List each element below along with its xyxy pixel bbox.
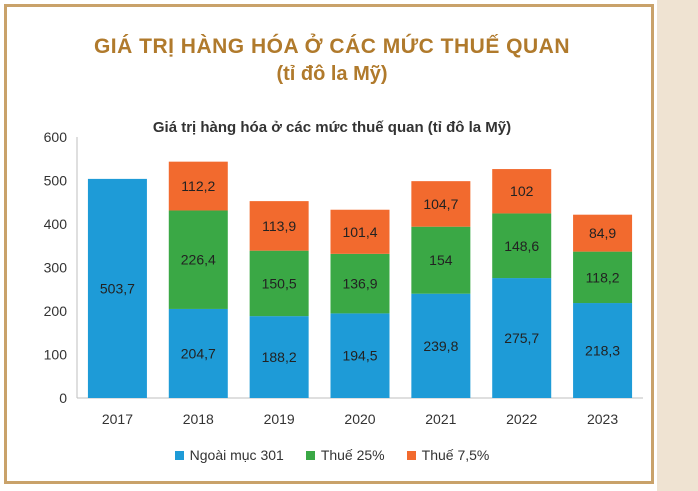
bar-segment <box>411 181 471 227</box>
y-tick-label: 100 <box>44 347 68 363</box>
bar-segment <box>573 251 633 304</box>
bar-segment <box>492 213 552 279</box>
bar-segment <box>492 169 552 214</box>
y-tick-label: 200 <box>44 303 68 319</box>
legend-item-ngoai-muc-301: Ngoài mục 301 <box>174 447 284 463</box>
data-label: 226,4 <box>181 252 216 268</box>
bar-segment <box>168 161 228 211</box>
x-tick-label: 2021 <box>425 411 456 427</box>
bar-segment <box>411 226 471 294</box>
x-tick-label: 2022 <box>506 411 537 427</box>
bar-segment <box>411 293 471 398</box>
page-subtitle: (tỉ đô la Mỹ) <box>276 63 388 85</box>
data-label: 84,9 <box>589 225 616 241</box>
bar-segment <box>330 313 390 398</box>
legend-label: Ngoài mục 301 <box>189 447 284 463</box>
bar-segment <box>168 308 228 398</box>
bar-segment <box>249 201 309 251</box>
legend-label: Thuế 7,5% <box>421 447 490 463</box>
background-strip <box>657 0 698 491</box>
legend-swatch <box>305 450 315 460</box>
y-tick-label: 0 <box>59 390 67 406</box>
y-tick-label: 600 <box>44 129 68 145</box>
legend-swatch <box>406 450 416 460</box>
data-label: 148,6 <box>504 238 539 254</box>
data-label: 136,9 <box>342 276 377 292</box>
data-label: 104,7 <box>423 196 458 212</box>
x-tick-label: 2023 <box>587 411 618 427</box>
bar-segment <box>330 209 390 254</box>
bar-segment <box>330 253 390 314</box>
data-label: 218,3 <box>585 343 620 359</box>
y-tick-label: 300 <box>44 260 68 276</box>
data-label: 204,7 <box>181 345 216 361</box>
page-title: GIÁ TRỊ HÀNG HÓA Ở CÁC MỨC THUẾ QUAN <box>93 35 571 58</box>
data-label: 102 <box>510 183 534 199</box>
y-tick-label: 500 <box>44 173 68 189</box>
bar-segment <box>492 278 552 398</box>
chart-title: Giá trị hàng hóa ở các mức thuế quan (tỉ… <box>152 119 512 136</box>
data-label: 118,2 <box>586 269 620 285</box>
stacked-bar-chart: 0 100 200 300 400 500 600 2017 2018 2019 2020 2021 2… <box>44 129 643 427</box>
bar-segment <box>573 214 633 252</box>
bar-segment <box>249 250 309 317</box>
data-label: 154 <box>429 252 453 268</box>
x-tick-label: 2017 <box>102 411 133 427</box>
data-label: 113,9 <box>262 218 296 234</box>
data-label: 194,5 <box>342 348 377 364</box>
x-tick-label: 2019 <box>264 411 295 427</box>
data-label: 503,7 <box>100 280 135 296</box>
legend-swatch <box>174 450 184 460</box>
legend-label: Thuế 25% <box>320 447 385 463</box>
chart-card: GIÁ TRỊ HÀNG HÓA Ở CÁC MỨC THUẾ QUAN (tỉ… <box>4 4 654 484</box>
x-tick-label: 2020 <box>344 411 375 427</box>
x-tick-label: 2018 <box>183 411 214 427</box>
data-label: 112,2 <box>181 178 215 194</box>
bar-segment <box>87 178 147 398</box>
data-label: 188,2 <box>262 349 297 365</box>
chart-legend: Ngoài mục 301 Thuế 25% Thuế 7,5% <box>7 447 657 463</box>
bar-segment <box>573 303 633 398</box>
data-label: 275,7 <box>504 330 539 346</box>
data-label: 150,5 <box>262 275 297 291</box>
y-tick-label: 400 <box>44 216 68 232</box>
legend-item-thue-25: Thuế 25% <box>305 447 385 463</box>
legend-item-thue-7-5: Thuế 7,5% <box>406 447 490 463</box>
data-label: 239,8 <box>423 338 458 354</box>
data-label: 101,4 <box>342 224 377 240</box>
bar-segment <box>249 316 309 398</box>
bar-segment <box>168 210 228 309</box>
